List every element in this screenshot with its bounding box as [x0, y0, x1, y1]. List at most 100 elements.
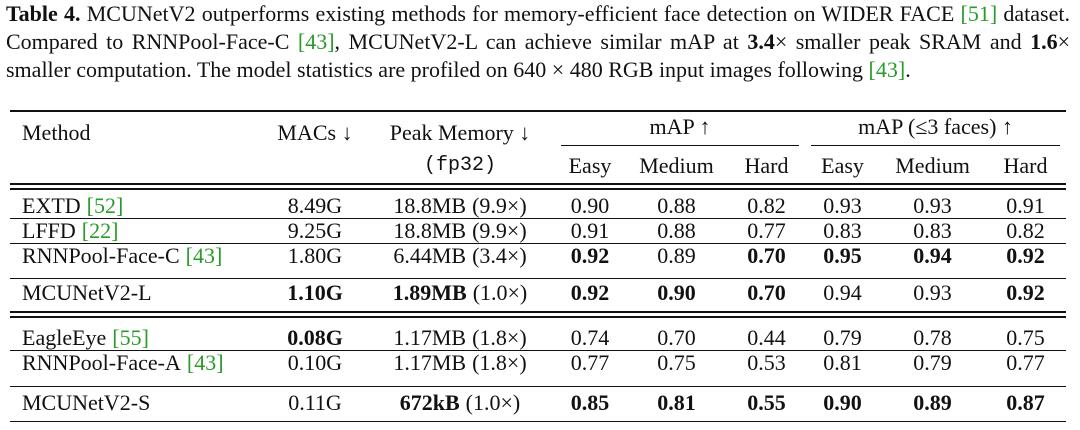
header-cell	[265, 149, 365, 190]
caption: Table 4. MCUNetV2 outperforms existing m…	[6, 0, 1070, 84]
map-cell: 0.82	[728, 186, 806, 219]
map-cell: 0.91	[555, 218, 625, 244]
map-cell: 0.92	[555, 278, 625, 318]
map-cell: 0.94	[805, 278, 881, 318]
citation[interactable]: [43]	[297, 29, 335, 54]
citation[interactable]: [43]	[186, 349, 224, 375]
memory-cell: 18.8MB (9.9×)	[365, 217, 555, 244]
map-cell: 0.93	[880, 186, 986, 219]
caption-text: × smaller computation. The model statist…	[6, 29, 1071, 82]
map-cell: 0.75	[625, 350, 728, 387]
table-row: RNNPool-Face-C [43] 1.80G 6.44MB (3.4×) 0.92 0…	[10, 242, 1067, 279]
row-group: MCUNetV2-L 1.10G 1.89MB (1.0×) 0.92 0.90 0.70 0…	[10, 278, 1067, 318]
memory-value: 1.17MB	[393, 349, 467, 375]
memory-ratio: (1.8×)	[472, 324, 527, 350]
map-cell: 0.74	[555, 314, 625, 351]
macs-cell: 0.11G	[265, 386, 365, 422]
table-row: LFFD [22] 9.25G 18.8MB (9.9×) 0.91 0.88 0.77 0.8…	[10, 217, 1067, 244]
citation[interactable]: [52]	[86, 192, 124, 218]
header-cell: MACs ↓	[265, 110, 365, 149]
citation[interactable]: [43]	[868, 57, 906, 82]
row-group: MCUNetV2-S 0.11G 672kB (1.0×) 0.85 0.81 0.55 0.…	[10, 386, 1067, 422]
citation[interactable]: [43]	[185, 242, 223, 268]
method-cell: MCUNetV2-S	[10, 386, 265, 422]
method-cell: MCUNetV2-L	[10, 278, 265, 318]
method-name: RNNPool-Face-A	[22, 349, 181, 375]
method-cell: LFFD [22]	[10, 217, 265, 244]
map-cell: 0.87	[985, 386, 1067, 422]
header-cell: Hard	[985, 149, 1067, 190]
memory-ratio: (3.4×)	[472, 242, 527, 268]
method-name: EXTD	[22, 192, 81, 218]
map-cell: 0.89	[880, 386, 986, 422]
caption-text: MCUNetV2 outperforms existing methods fo…	[80, 1, 961, 26]
map-cell: 0.91	[985, 186, 1067, 219]
memory-cell: 1.89MB (1.0×)	[365, 278, 555, 318]
map-cell: 0.77	[985, 350, 1067, 387]
map-cell: 0.90	[555, 186, 625, 219]
memory-ratio: (9.9×)	[472, 217, 527, 243]
map-cell: 0.88	[625, 186, 728, 219]
citation[interactable]: [55]	[112, 324, 149, 350]
table-row: RNNPool-Face-A [43] 0.10G 1.17MB (1.8×) 0.77 0…	[10, 349, 1067, 387]
group-header: mAP ↑	[561, 115, 800, 146]
memory-value: 6.44MB	[393, 242, 467, 268]
table-row: MCUNetV2-L 1.10G 1.89MB (1.0×) 0.92 0.90 0.70 0…	[10, 278, 1067, 318]
memory-ratio: (1.0×)	[465, 389, 521, 415]
row-group: EXTD [52] 8.49G 18.8MB (9.9×) 0.90 0.88 0.82 0.9…	[10, 186, 1067, 279]
map-cell: 0.79	[805, 314, 881, 351]
citation[interactable]: [51]	[960, 1, 998, 26]
map-cell: 0.95	[805, 243, 881, 279]
header-cell: mAP ↑	[555, 110, 806, 149]
method-cell: EXTD [52]	[10, 186, 265, 219]
map-cell: 0.79	[880, 350, 986, 387]
map-cell: 0.82	[985, 218, 1067, 244]
table-row: MCUNetV2-S 0.11G 672kB (1.0×) 0.85 0.81 0.55 0.…	[10, 386, 1067, 422]
results-table: Method MACs ↓ Peak Memory ↓ mAP ↑ mAP (≤…	[10, 110, 1067, 422]
header-cell	[10, 149, 265, 190]
memory-cell: 1.17MB (1.8×)	[365, 349, 555, 387]
memory-value: 672kB	[399, 389, 460, 415]
macs-cell: 8.49G	[265, 186, 365, 219]
caption-text: , MCUNetV2-L can achieve similar mAP at	[334, 29, 748, 54]
method-name: MCUNetV2-S	[22, 389, 151, 415]
table-row: EXTD [52] 8.49G 18.8MB (9.9×) 0.90 0.88 0.82 0.9…	[10, 186, 1067, 219]
method-cell: EagleEye [55]	[10, 314, 265, 351]
header-cell: Medium	[880, 149, 986, 190]
header-cell: Hard	[728, 149, 806, 190]
memory-value: 1.89MB	[392, 279, 467, 305]
memory-ratio: (1.0×)	[472, 279, 528, 305]
macs-cell: 0.08G	[265, 314, 365, 351]
memory-cell: 1.17MB (1.8×)	[365, 314, 555, 351]
map-cell: 0.77	[728, 218, 806, 244]
memory-value: 18.8MB	[393, 192, 467, 218]
memory-cell: 6.44MB (3.4×)	[365, 242, 555, 279]
map-cell: 0.83	[880, 218, 986, 244]
caption-text: .	[905, 57, 911, 82]
map-cell: 0.85	[555, 386, 625, 422]
map-cell: 0.70	[728, 243, 806, 279]
caption-text: × smaller peak SRAM and	[774, 29, 1031, 54]
header-cell: Easy	[805, 149, 881, 190]
memory-cell: 672kB (1.0×)	[365, 386, 555, 422]
map-cell: 0.90	[625, 278, 728, 318]
caption-text: 1.6	[1030, 29, 1058, 54]
map-cell: 0.44	[728, 314, 806, 351]
map-cell: 0.81	[625, 386, 728, 422]
map-cell: 0.75	[985, 314, 1067, 351]
macs-cell: 9.25G	[265, 218, 365, 244]
method-name: RNNPool-Face-C	[22, 242, 180, 268]
group-header: mAP (≤3 faces) ↑	[811, 115, 1061, 146]
macs-cell: 0.10G	[265, 350, 365, 387]
map-cell: 0.77	[555, 350, 625, 387]
map-cell: 0.92	[985, 243, 1067, 279]
table-header: Method MACs ↓ Peak Memory ↓ mAP ↑ mAP (≤…	[10, 110, 1067, 190]
memory-value: 1.17MB	[393, 324, 467, 350]
map-cell: 0.55	[728, 386, 806, 422]
method-name: LFFD	[22, 217, 76, 243]
citation[interactable]: [22]	[81, 217, 119, 243]
header-cell: Method	[10, 110, 265, 149]
map-cell: 0.94	[880, 243, 986, 279]
memory-cell: 18.8MB (9.9×)	[365, 186, 555, 219]
